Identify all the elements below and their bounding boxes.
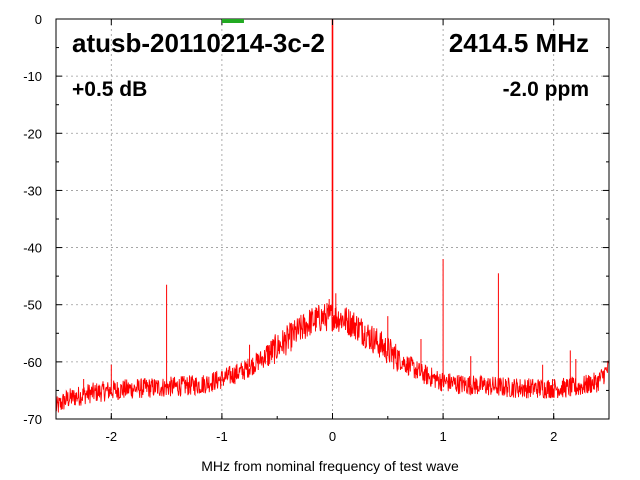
y-tick-label: -40: [23, 241, 42, 256]
ppm-annotation: -2.0 ppm: [503, 78, 589, 101]
x-tick-label: -2: [106, 429, 118, 444]
x-tick-label: 1: [439, 429, 446, 444]
x-tick-label: -1: [216, 429, 228, 444]
x-tick-label: 0: [329, 429, 336, 444]
x-tick-label: 2: [550, 429, 557, 444]
y-tick-label: -60: [23, 355, 42, 370]
y-tick-label: -10: [23, 69, 42, 84]
chart-title-right: 2414.5 MHz: [449, 28, 589, 58]
y-tick-label: -50: [23, 298, 42, 313]
green-marker: [221, 19, 244, 23]
y-tick-label: -70: [23, 412, 42, 427]
noise-floor-line: [55, 303, 610, 413]
y-tick-label: -30: [23, 183, 42, 198]
axis-ticks: -2 -1 0 1 20-10-20-30-40-50-60-70: [23, 12, 610, 444]
gain-annotation: +0.5 dB: [72, 78, 147, 101]
chart-title-left: atusb-20110214-3c-2: [72, 28, 325, 58]
y-tick-label: 0: [35, 12, 42, 27]
spectrum-trace: [55, 19, 610, 413]
y-tick-label: -20: [23, 126, 42, 141]
x-axis-label: MHz from nominal frequency of test wave: [201, 458, 459, 474]
